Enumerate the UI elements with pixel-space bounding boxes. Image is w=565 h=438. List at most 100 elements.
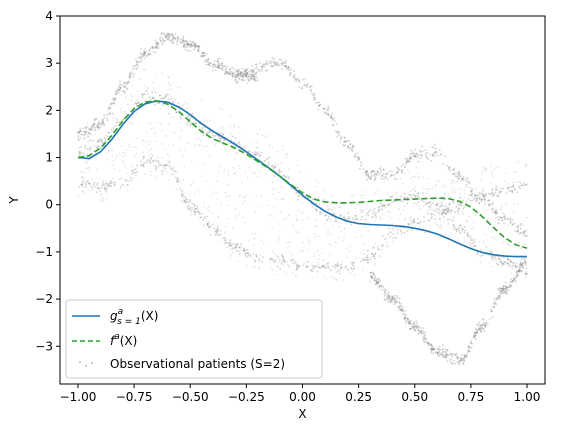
scatter-point bbox=[467, 347, 470, 349]
scatter-point bbox=[521, 246, 523, 248]
scatter-point bbox=[512, 191, 514, 194]
scatter-point bbox=[96, 184, 99, 186]
scatter-point bbox=[497, 195, 500, 198]
scatter-point bbox=[520, 263, 523, 266]
scatter-point bbox=[131, 165, 134, 167]
scatter-point bbox=[468, 216, 470, 218]
scatter-point bbox=[391, 297, 394, 300]
scatter-point bbox=[248, 79, 251, 82]
scatter-point bbox=[198, 125, 201, 128]
scatter-point bbox=[356, 218, 359, 221]
scatter-point bbox=[430, 217, 433, 220]
scatter-point bbox=[464, 240, 467, 243]
scatter-point bbox=[84, 147, 87, 150]
scatter-point bbox=[437, 180, 439, 183]
scatter-point bbox=[228, 68, 231, 71]
scatter-point bbox=[204, 216, 206, 218]
scatter-point bbox=[413, 218, 415, 221]
scatter-point bbox=[457, 212, 459, 214]
scatter-point bbox=[468, 182, 471, 185]
scatter-point bbox=[339, 206, 342, 209]
scatter-point bbox=[251, 65, 254, 67]
scatter-point bbox=[269, 257, 272, 259]
scatter-point bbox=[477, 194, 480, 197]
scatter-point bbox=[197, 45, 200, 48]
scatter-point bbox=[509, 286, 512, 289]
scatter-point bbox=[319, 266, 321, 269]
scatter-point bbox=[282, 259, 285, 262]
scatter-point bbox=[193, 213, 196, 216]
scatter-point bbox=[522, 258, 525, 260]
scatter-point bbox=[296, 266, 299, 269]
scatter-point bbox=[395, 237, 397, 239]
scatter-point bbox=[471, 190, 473, 192]
scatter-point bbox=[461, 177, 463, 180]
scatter-point bbox=[330, 116, 333, 119]
scatter-point bbox=[202, 162, 204, 164]
scatter-point bbox=[462, 362, 465, 365]
scatter-point bbox=[164, 39, 167, 41]
scatter-point bbox=[122, 151, 124, 154]
legend-swatch-scatter bbox=[79, 361, 93, 367]
scatter-point bbox=[253, 71, 256, 74]
scatter-point bbox=[289, 71, 292, 74]
scatter-point bbox=[371, 171, 373, 173]
scatter-point bbox=[329, 116, 332, 119]
scatter-point bbox=[411, 223, 414, 225]
scatter-point bbox=[348, 215, 351, 218]
scatter-point bbox=[494, 301, 497, 304]
scatter-point bbox=[425, 192, 428, 195]
scatter-point bbox=[162, 104, 164, 107]
scatter-point bbox=[440, 154, 443, 156]
scatter-point bbox=[244, 69, 247, 72]
scatter-point bbox=[258, 69, 260, 71]
scatter-point bbox=[377, 278, 380, 281]
scatter-point bbox=[175, 189, 178, 191]
scatter-point bbox=[475, 198, 478, 200]
scatter-point bbox=[379, 216, 381, 218]
legend-entry-f: fa(X) bbox=[110, 332, 137, 348]
scatter-point bbox=[298, 265, 301, 268]
scatter-point bbox=[202, 54, 205, 57]
scatter-point bbox=[281, 64, 283, 67]
scatter-point bbox=[487, 239, 489, 241]
scatter-point bbox=[226, 170, 229, 173]
scatter-point bbox=[511, 219, 514, 221]
scatter-point bbox=[483, 194, 485, 197]
scatter-point bbox=[311, 205, 314, 208]
scatter-point bbox=[236, 152, 239, 154]
scatter-point bbox=[236, 68, 239, 71]
scatter-point bbox=[525, 216, 528, 219]
scatter-point bbox=[88, 169, 91, 171]
scatter-point bbox=[334, 220, 336, 223]
scatter-point bbox=[246, 176, 249, 178]
scatter-point bbox=[284, 261, 287, 264]
scatter-point bbox=[192, 41, 195, 44]
scatter-point bbox=[260, 194, 263, 196]
scatter-point bbox=[188, 43, 190, 46]
scatter-point bbox=[432, 349, 435, 351]
scatter-point bbox=[313, 207, 315, 210]
scatter-point bbox=[157, 121, 159, 123]
scatter-point bbox=[491, 251, 493, 254]
scatter-point bbox=[498, 258, 500, 261]
scatter-point bbox=[288, 74, 291, 77]
scatter-point bbox=[300, 87, 303, 90]
scatter-point bbox=[331, 212, 334, 215]
scatter-point bbox=[111, 149, 113, 152]
scatter-point bbox=[194, 45, 197, 48]
scatter-point bbox=[255, 66, 258, 69]
scatter-point bbox=[172, 36, 175, 39]
scatter-point bbox=[482, 166, 485, 169]
scatter-point bbox=[128, 75, 131, 78]
scatter-point bbox=[273, 273, 276, 276]
scatter-point bbox=[88, 182, 90, 185]
scatter-point bbox=[399, 308, 402, 311]
scatter-point bbox=[200, 127, 203, 130]
scatter-point bbox=[96, 126, 99, 129]
scatter-point bbox=[108, 150, 110, 152]
scatter-point bbox=[332, 124, 335, 127]
scatter-point bbox=[298, 81, 301, 83]
scatter-point bbox=[207, 225, 210, 228]
scatter-point bbox=[400, 195, 402, 198]
